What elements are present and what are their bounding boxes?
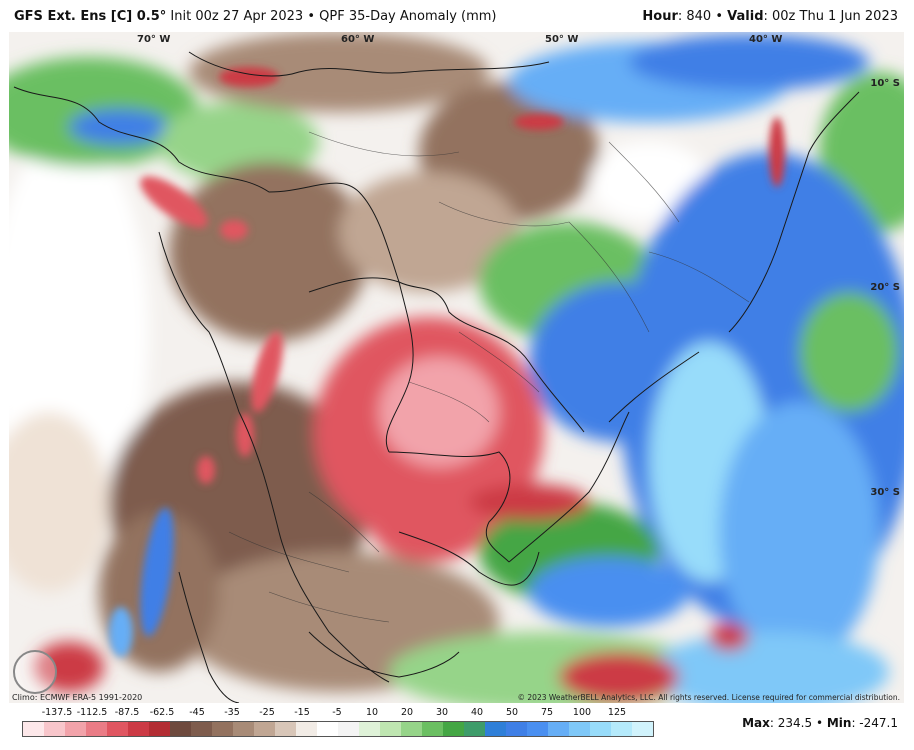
- colorbar-swatch: [275, 722, 296, 736]
- colorbar-swatch: [569, 722, 590, 736]
- colorbar-swatch: [86, 722, 107, 736]
- climo-note: Climo: ECMWF ERA-5 1991-2020: [12, 693, 143, 702]
- colorbar-swatch: [611, 722, 632, 736]
- colorbar-swatch: [107, 722, 128, 736]
- colorbar-swatch: [170, 722, 191, 736]
- colorbar-tick-label: -87.5: [114, 707, 140, 718]
- colorbar-swatch: [338, 722, 359, 736]
- weatherbell-logo: [13, 650, 59, 694]
- lon-label: 60° W: [341, 34, 375, 45]
- lat-label: 30° S: [870, 487, 900, 498]
- colorbar-swatch: [296, 722, 317, 736]
- colorbar-tick-label: 30: [435, 707, 449, 718]
- colorbar-tick-label: 100: [572, 707, 592, 718]
- colorbar-swatch: [233, 722, 254, 736]
- anomaly-detail: [109, 67, 785, 657]
- colorbar-swatch: [254, 722, 275, 736]
- product-name: QPF 35-Day Anomaly (mm): [319, 9, 497, 24]
- colorbar-tick-label: -62.5: [149, 707, 175, 718]
- colorbar-tick-label: -137.5: [41, 707, 73, 718]
- colorbar-swatch: [401, 722, 422, 736]
- colorbar-swatch: [485, 722, 506, 736]
- colorbar-tick-label: 75: [540, 707, 554, 718]
- copyright-note: © 2023 WeatherBELL Analytics, LLC. All r…: [517, 693, 900, 702]
- colorbar-tick-label: -5: [332, 707, 342, 718]
- max-min-readout: Max: 234.5 • Min: -247.1: [742, 716, 898, 730]
- model-name: GFS Ext. Ens [C] 0.5: [14, 9, 160, 24]
- colorbar-tick-label: 40: [470, 707, 484, 718]
- lat-label: 20° S: [870, 282, 900, 293]
- logo-ring-icon: [13, 650, 57, 694]
- colorbar-swatch: [65, 722, 86, 736]
- country-borders: [13, 51, 860, 703]
- init-time: Init 00z 27 Apr 2023: [170, 9, 304, 24]
- colorbar-swatch: [443, 722, 464, 736]
- colorbar-swatch: [464, 722, 485, 736]
- map-title: GFS Ext. Ens [C] 0.5° Init 00z 27 Apr 20…: [14, 9, 497, 24]
- colorbar-ticks: -137.5 -112.5 -87.5 -62.5 -45 -35 -25 -15 -5 10 20…: [22, 707, 662, 719]
- colorbar-tick-label: -25: [259, 707, 275, 718]
- colorbar-swatch: [422, 722, 443, 736]
- lon-label: 40° W: [749, 34, 783, 45]
- colorbar-swatch: [632, 722, 653, 736]
- colorbar-swatch: [359, 722, 380, 736]
- colorbar-tick-label: -35: [224, 707, 240, 718]
- valid-time: Hour: 840 • Valid: 00z Thu 1 Jun 2023: [642, 9, 898, 24]
- colorbar-swatch: [317, 722, 338, 736]
- colorbar-swatch: [548, 722, 569, 736]
- colorbar-tick-label: -45: [189, 707, 205, 718]
- colorbar-swatch: [23, 722, 44, 736]
- colorbar-swatch: [212, 722, 233, 736]
- colorbar-swatch: [506, 722, 527, 736]
- colorbar-swatch: [191, 722, 212, 736]
- colorbar-tick-label: 20: [400, 707, 414, 718]
- legend-footer: -137.5 -112.5 -87.5 -62.5 -45 -35 -25 -15 -5 10 20…: [0, 703, 914, 750]
- colorbar-tick-label: -112.5: [76, 707, 108, 718]
- lat-label: 10° S: [870, 78, 900, 89]
- colorbar-swatch: [380, 722, 401, 736]
- colorbar-tick-label: 125: [607, 707, 627, 718]
- colorbar-swatch: [149, 722, 170, 736]
- colorbar-tick-label: -15: [294, 707, 310, 718]
- colorbar-swatch: [128, 722, 149, 736]
- colorbar: [22, 721, 654, 737]
- colorbar-tick-label: 10: [365, 707, 379, 718]
- state-borders: [228, 131, 750, 623]
- colorbar-tick-label: 50: [505, 707, 519, 718]
- header: GFS Ext. Ens [C] 0.5° Init 00z 27 Apr 20…: [0, 0, 914, 32]
- colorbar-swatch: [590, 722, 611, 736]
- lon-label: 70° W: [137, 34, 171, 45]
- map-canvas: [9, 32, 904, 703]
- colorbar-swatch: [527, 722, 548, 736]
- colorbar-swatch: [44, 722, 65, 736]
- anomaly-map: 70° W 60° W 50° W 40° W 10° S 20° S 30° …: [9, 32, 904, 703]
- lon-label: 50° W: [545, 34, 579, 45]
